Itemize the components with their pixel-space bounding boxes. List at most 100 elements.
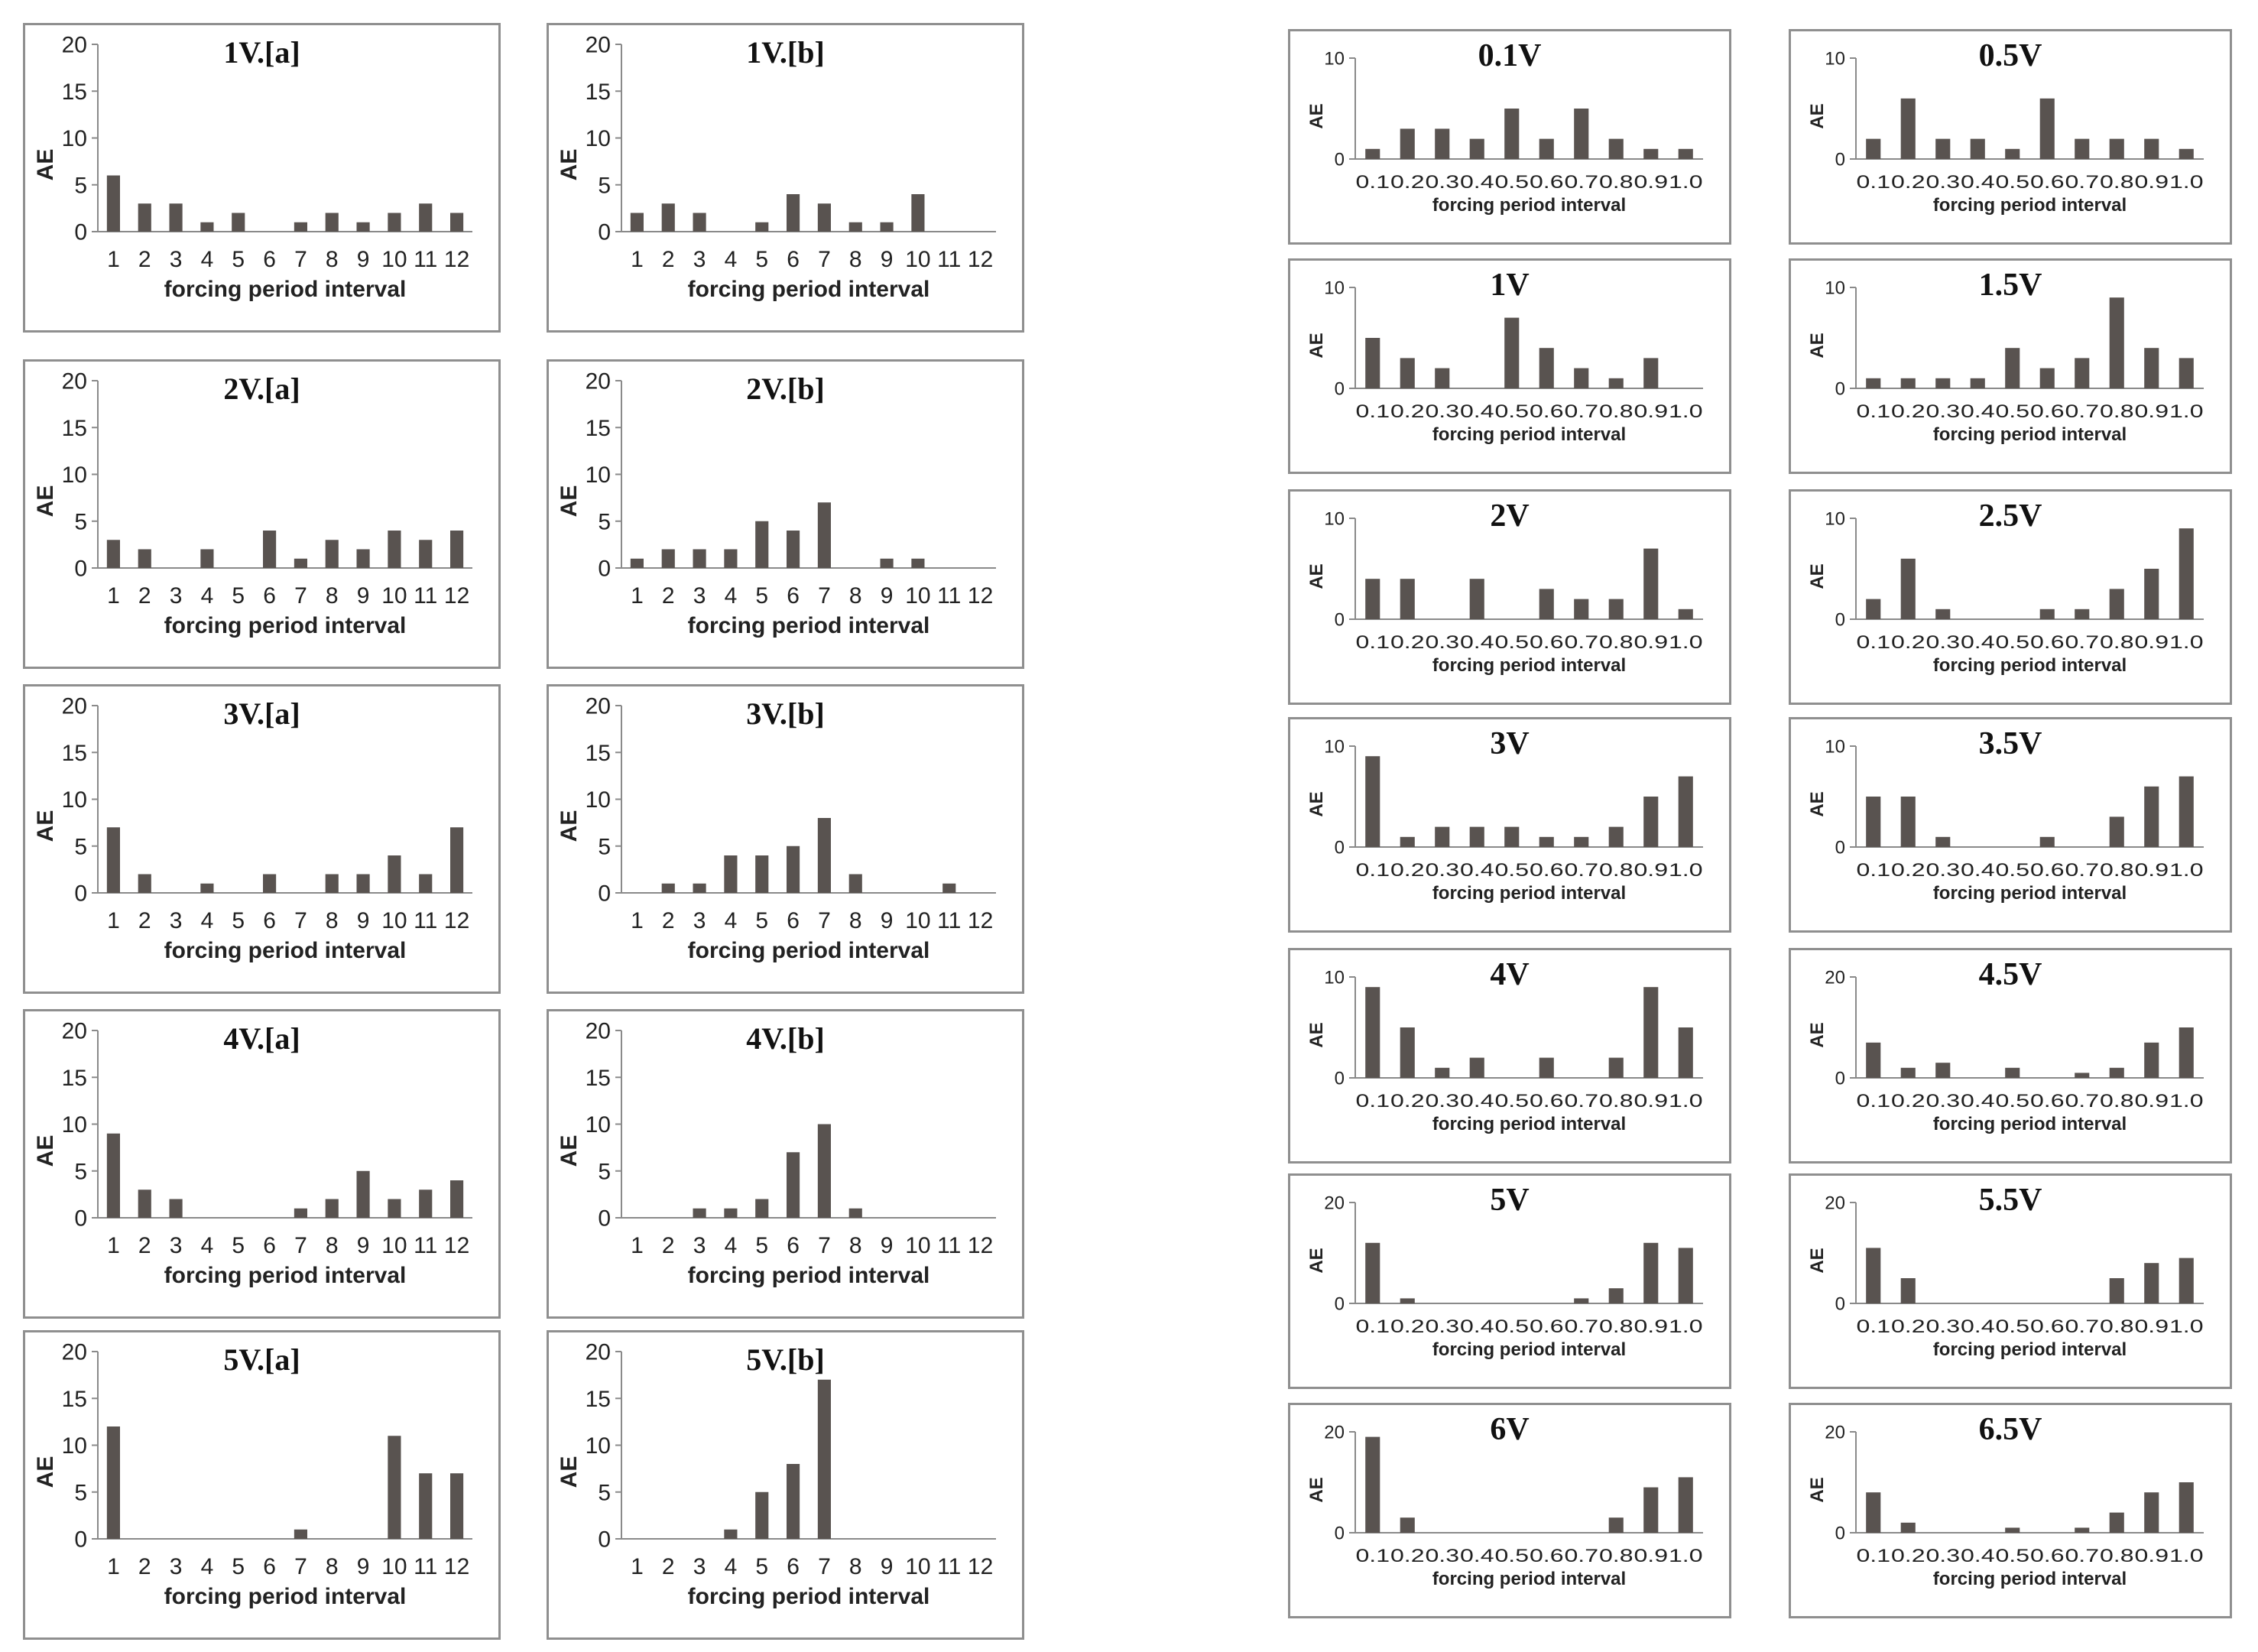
bar	[169, 1199, 183, 1218]
bar	[1678, 1248, 1693, 1303]
bar	[1970, 138, 1985, 159]
y-tick-label: 10	[1324, 508, 1345, 529]
x-tick-label: 0.2	[1390, 860, 1425, 881]
bar	[419, 1190, 433, 1218]
bar	[724, 549, 738, 568]
chart-svg: 0 10 0.1 0.2 0.3 0.4 0.5 0.6 0.7 0.8 0.9 1.0 forcing…	[1306, 48, 1703, 216]
x-tick-label: 0.5	[1995, 1316, 2029, 1337]
x-tick-label: 5	[232, 1233, 245, 1258]
bar	[661, 883, 675, 893]
x-tick-label: 0.6	[1530, 1316, 1564, 1337]
y-tick-label: 0	[1835, 149, 1845, 170]
x-tick-label: 0.8	[1599, 1091, 1633, 1112]
bar	[1400, 1027, 1415, 1078]
x-tick-label: 0.8	[2100, 860, 2134, 881]
y-axis-label: AE	[556, 485, 582, 518]
x-tick-label: 2	[138, 1233, 151, 1258]
y-tick-label: 15	[62, 741, 87, 766]
bar	[1866, 599, 1881, 619]
x-tick-label: 1.0	[1669, 172, 1703, 193]
bar	[1935, 378, 1951, 388]
bar	[1900, 1278, 1916, 1303]
x-tick-label: 6	[263, 1554, 276, 1579]
y-axis-label: AE	[1807, 1248, 1828, 1273]
chart-panel: 2V.[a] 0 5 10 15 20 1 2 3 4 5 6 7 8 9 10 11 12 forcing per…	[23, 359, 501, 669]
bar	[1400, 836, 1415, 847]
x-tick-label: 0.2	[1891, 401, 1925, 422]
bar	[2109, 1512, 2124, 1533]
x-tick-label: 0.3	[1425, 632, 1459, 653]
x-axis-label: forcing period interval	[1933, 195, 2127, 216]
y-tick-label: 0	[74, 557, 87, 582]
x-tick-label: 4	[725, 908, 738, 933]
chart-title: 3.5V	[1978, 726, 2042, 761]
bar	[1608, 378, 1624, 388]
y-axis-label: AE	[1306, 333, 1327, 358]
bar	[1935, 138, 1951, 159]
chart-panel: 4.5V 0 20 0.1 0.2 0.3 0.4 0.5 0.6 0.7 0.8 0.9 1.0 for…	[1789, 948, 2232, 1164]
chart-title: 1V.[b]	[746, 35, 825, 70]
x-tick-label: 0.2	[1891, 1316, 1925, 1337]
x-tick-label: 5	[232, 908, 245, 933]
y-tick-label: 5	[598, 173, 611, 198]
x-tick-label: 11	[414, 1233, 437, 1258]
x-tick-label: 9	[881, 908, 894, 933]
bar	[138, 1190, 151, 1218]
bar	[2144, 1042, 2159, 1078]
y-tick-label: 0	[74, 1206, 87, 1232]
x-tick-label: 3	[170, 247, 183, 272]
bar	[911, 558, 925, 568]
y-tick-label: 5	[598, 834, 611, 859]
bar	[2005, 348, 2020, 388]
y-tick-label: 20	[62, 369, 87, 394]
y-axis-label: AE	[33, 810, 58, 842]
bar	[1678, 609, 1693, 619]
chart-title: 3V.[b]	[746, 696, 825, 731]
chart-panel: 6V 0 20 0.1 0.2 0.3 0.4 0.5 0.6 0.7 0.8 0.9 1.0 forci…	[1288, 1403, 1731, 1618]
bar	[693, 213, 706, 232]
x-tick-label: 0.1	[1856, 172, 1890, 193]
x-tick-label: 0.3	[1425, 401, 1459, 422]
bar	[1574, 836, 1589, 847]
x-tick-label: 8	[326, 908, 339, 933]
x-tick-label: 12	[444, 908, 469, 933]
x-axis-label: forcing period interval	[688, 1263, 930, 1288]
bar	[1365, 1436, 1380, 1533]
bar	[106, 1133, 120, 1218]
bar	[1365, 338, 1380, 388]
chart-title: 0.1V	[1478, 38, 1542, 73]
chart-panel: 1V.[b] 0 5 10 15 20 1 2 3 4 5 6 7 8 9 10 11 12 forcing per…	[547, 23, 1024, 333]
x-tick-label: 1.0	[1669, 1546, 1703, 1566]
x-tick-label: 0.8	[2100, 632, 2134, 653]
x-tick-label: 10	[381, 583, 407, 609]
chart-title: 6V	[1490, 1412, 1530, 1447]
chart-svg: 0 10 0.1 0.2 0.3 0.4 0.5 0.6 0.7 0.8 0.9 1.0 forcing…	[1807, 277, 2204, 445]
y-tick-label: 5	[598, 1480, 611, 1505]
y-tick-label: 15	[586, 1387, 611, 1412]
x-tick-label: 0.7	[2065, 1091, 2099, 1112]
y-tick-label: 10	[62, 462, 87, 488]
x-tick-label: 0.9	[1633, 1316, 1668, 1337]
x-axis-label: forcing period interval	[164, 1584, 407, 1609]
x-tick-label: 6	[263, 1233, 276, 1258]
x-tick-label: 12	[968, 908, 993, 933]
y-tick-label: 10	[1324, 48, 1345, 69]
bar	[2144, 569, 2159, 619]
x-tick-label: 0.1	[1355, 1316, 1390, 1337]
x-tick-label: 7	[294, 1233, 307, 1258]
x-tick-label: 0.4	[1961, 860, 1995, 881]
x-tick-label: 0.6	[2030, 172, 2065, 193]
x-tick-label: 9	[357, 247, 370, 272]
x-tick-label: 5	[755, 908, 768, 933]
y-tick-label: 10	[1324, 736, 1345, 757]
x-tick-label: 0.4	[1961, 1546, 1995, 1566]
bar	[1900, 378, 1916, 388]
bar	[106, 175, 120, 232]
chart-panel: 5V.[a] 0 5 10 15 20 1 2 3 4 5 6 7 8 9 10 11 12 forcing per…	[23, 1330, 501, 1640]
bar	[2005, 148, 2020, 159]
bar	[1504, 317, 1520, 388]
bar	[2039, 98, 2055, 159]
y-tick-label: 0	[1835, 378, 1845, 399]
y-tick-label: 15	[586, 741, 611, 766]
x-tick-label: 1	[631, 583, 644, 609]
